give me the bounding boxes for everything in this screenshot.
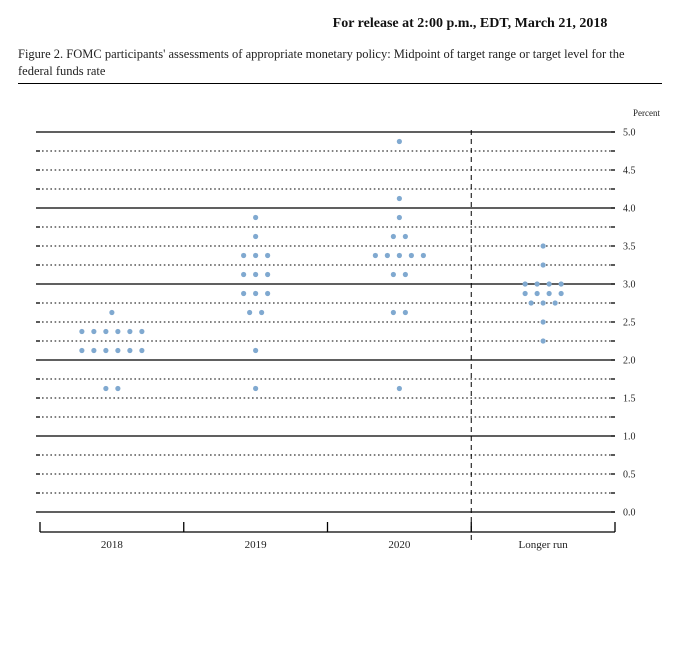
dot — [79, 329, 84, 334]
y-tick-label: 5.0 — [623, 127, 636, 138]
dot — [265, 291, 270, 296]
dot — [523, 291, 528, 296]
dot — [391, 272, 396, 277]
dot — [253, 272, 258, 277]
dot — [553, 300, 558, 305]
dot — [541, 338, 546, 343]
dot — [247, 310, 252, 315]
caption-underline — [18, 83, 662, 84]
dot — [559, 291, 564, 296]
dot — [241, 272, 246, 277]
dot — [397, 215, 402, 220]
y-tick-label: 0.0 — [623, 507, 636, 518]
dot — [265, 253, 270, 258]
dot — [241, 253, 246, 258]
dot — [265, 272, 270, 277]
dot — [541, 262, 546, 267]
dot — [253, 253, 258, 258]
dot — [139, 348, 144, 353]
dot-plot-svg: 0.0 0.5 1.0 1.5 2.0 2.5 3.0 3.5 4.0 4.5 5.0 2018 201… — [20, 122, 660, 560]
y-tick-label: 0.5 — [623, 469, 636, 480]
dot — [115, 329, 120, 334]
y-tick-label: 1.0 — [623, 431, 636, 442]
dot — [397, 386, 402, 391]
dot — [541, 319, 546, 324]
y-tick-label: 2.0 — [623, 355, 636, 366]
dot — [547, 281, 552, 286]
dot-plot-chart: Percent 0.00.51.01.52.02.53.03.54.04.55.… — [20, 122, 660, 560]
dot — [397, 196, 402, 201]
dot — [409, 253, 414, 258]
dot — [253, 234, 258, 239]
dot — [91, 329, 96, 334]
figure-caption: Figure 2. FOMC participants' assessments… — [18, 46, 662, 80]
dot — [127, 329, 132, 334]
dot — [529, 300, 534, 305]
dot — [253, 215, 258, 220]
dot — [79, 348, 84, 353]
dot — [559, 281, 564, 286]
dot — [523, 281, 528, 286]
dot — [103, 386, 108, 391]
dot — [541, 300, 546, 305]
dot — [259, 310, 264, 315]
dot — [91, 348, 96, 353]
dot — [391, 310, 396, 315]
dot — [547, 291, 552, 296]
dot — [385, 253, 390, 258]
dot — [403, 234, 408, 239]
x-tick-label: 2019 — [245, 539, 268, 551]
dot — [241, 291, 246, 296]
dot — [535, 281, 540, 286]
y-tick-label: 4.5 — [623, 165, 636, 176]
dot — [253, 386, 258, 391]
dot — [403, 310, 408, 315]
dot — [373, 253, 378, 258]
y-tick-label: 1.5 — [623, 393, 636, 404]
dot — [541, 243, 546, 248]
dot — [421, 253, 426, 258]
dot — [397, 253, 402, 258]
y-tick-label: 3.5 — [623, 241, 636, 252]
dot — [115, 386, 120, 391]
dot — [253, 348, 258, 353]
y-axis-unit: Percent — [633, 108, 660, 118]
dot — [253, 291, 258, 296]
y-tick-label: 3.0 — [623, 279, 636, 290]
dot — [109, 310, 114, 315]
release-line: For release at 2:00 p.m., EDT, March 21,… — [18, 16, 662, 32]
dot — [535, 291, 540, 296]
dot — [103, 348, 108, 353]
y-tick-label: 4.0 — [623, 203, 636, 214]
x-tick-label: 2018 — [101, 539, 124, 551]
x-tick-label: Longer run — [519, 539, 569, 551]
dot — [103, 329, 108, 334]
dot — [391, 234, 396, 239]
dot — [127, 348, 132, 353]
dot — [397, 139, 402, 144]
x-tick-label: 2020 — [388, 539, 411, 551]
dot — [115, 348, 120, 353]
y-tick-label: 2.5 — [623, 317, 636, 328]
dot — [403, 272, 408, 277]
dot — [139, 329, 144, 334]
